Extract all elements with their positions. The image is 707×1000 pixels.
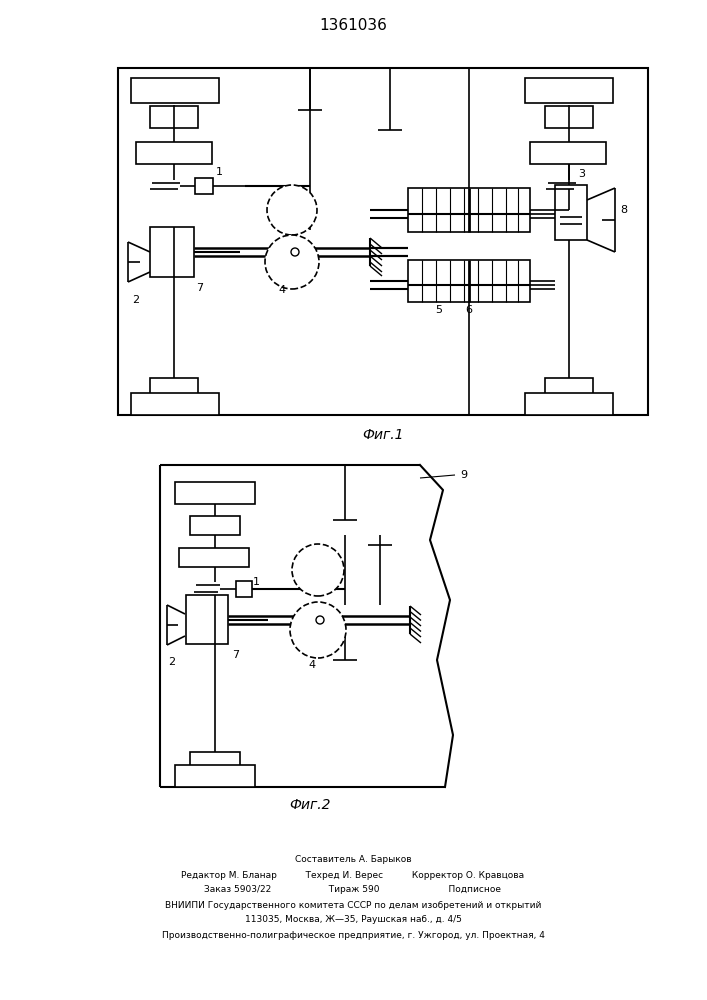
Circle shape xyxy=(267,185,317,235)
Text: 1: 1 xyxy=(216,167,223,177)
Text: 7: 7 xyxy=(196,283,203,293)
FancyBboxPatch shape xyxy=(236,581,252,597)
Text: Составитель А. Барыков: Составитель А. Барыков xyxy=(295,856,411,864)
Text: ВНИИПИ Государственного комитета СССР по делам изобретений и открытий: ВНИИПИ Государственного комитета СССР по… xyxy=(165,900,541,910)
Text: Производственно-полиграфическое предприятие, г. Ужгород, ул. Проектная, 4: Производственно-полиграфическое предприя… xyxy=(162,930,544,940)
Text: 4: 4 xyxy=(278,285,285,295)
Circle shape xyxy=(316,616,324,624)
Text: 1361036: 1361036 xyxy=(319,17,387,32)
Text: 3: 3 xyxy=(578,169,585,179)
Circle shape xyxy=(265,235,319,289)
FancyBboxPatch shape xyxy=(545,378,593,400)
Circle shape xyxy=(292,544,344,596)
Text: 1: 1 xyxy=(253,577,260,587)
Text: 6: 6 xyxy=(465,305,472,315)
FancyBboxPatch shape xyxy=(190,516,240,535)
Circle shape xyxy=(291,248,299,256)
FancyBboxPatch shape xyxy=(131,393,219,415)
FancyBboxPatch shape xyxy=(118,68,648,415)
Text: 8: 8 xyxy=(620,205,627,215)
FancyBboxPatch shape xyxy=(525,78,613,103)
FancyBboxPatch shape xyxy=(190,752,240,771)
FancyBboxPatch shape xyxy=(408,260,530,302)
FancyBboxPatch shape xyxy=(175,765,255,787)
FancyBboxPatch shape xyxy=(545,106,593,128)
FancyBboxPatch shape xyxy=(131,78,219,103)
Text: 2: 2 xyxy=(168,657,175,667)
FancyBboxPatch shape xyxy=(150,227,194,277)
Text: 2: 2 xyxy=(132,295,139,305)
Text: Фиг.2: Фиг.2 xyxy=(289,798,331,812)
Text: 113035, Москва, Ж—35, Раушская наб., д. 4/5: 113035, Москва, Ж—35, Раушская наб., д. … xyxy=(245,916,462,924)
FancyBboxPatch shape xyxy=(555,185,587,240)
FancyBboxPatch shape xyxy=(186,595,228,644)
FancyBboxPatch shape xyxy=(136,142,212,164)
Text: 9: 9 xyxy=(460,470,467,480)
Text: Фиг.1: Фиг.1 xyxy=(362,428,404,442)
FancyBboxPatch shape xyxy=(525,393,613,415)
FancyBboxPatch shape xyxy=(195,178,213,194)
FancyBboxPatch shape xyxy=(179,548,249,567)
Circle shape xyxy=(290,602,346,658)
FancyBboxPatch shape xyxy=(408,188,530,232)
FancyBboxPatch shape xyxy=(530,142,606,164)
Text: 5: 5 xyxy=(435,305,442,315)
Text: 7: 7 xyxy=(232,650,239,660)
Text: Редактор М. Бланар          Техред И. Верес          Корректор О. Кравцова: Редактор М. Бланар Техред И. Верес Корре… xyxy=(182,870,525,880)
Text: 4: 4 xyxy=(308,660,315,670)
FancyBboxPatch shape xyxy=(150,106,198,128)
FancyBboxPatch shape xyxy=(175,482,255,504)
Text: Заказ 5903/22                    Тираж 590                        Подписное: Заказ 5903/22 Тираж 590 Подписное xyxy=(204,886,501,894)
FancyBboxPatch shape xyxy=(150,378,198,400)
